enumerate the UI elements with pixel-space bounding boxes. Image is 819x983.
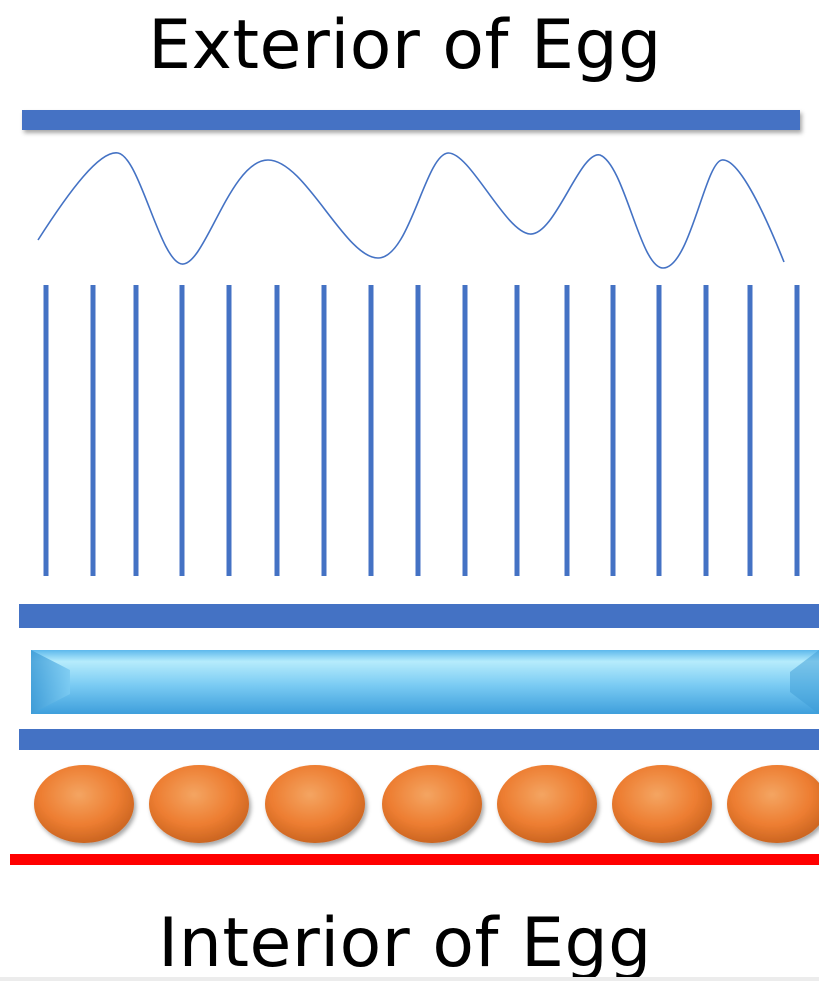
palisade-line bbox=[179, 285, 185, 576]
wavy-cuticle-line bbox=[37, 152, 785, 269]
palisade-line bbox=[794, 285, 800, 576]
palisade-line bbox=[564, 285, 570, 576]
palisade-line bbox=[415, 285, 421, 576]
cell-oval bbox=[34, 765, 134, 843]
palisade-line bbox=[610, 285, 616, 576]
palisade-line bbox=[274, 285, 280, 576]
palisade-line bbox=[656, 285, 662, 576]
outer-shell-band bbox=[22, 110, 800, 130]
palisade-line bbox=[462, 285, 468, 576]
cell-oval bbox=[265, 765, 365, 843]
palisade-line bbox=[226, 285, 232, 576]
upper-membrane-band bbox=[19, 604, 819, 628]
gel-layer bbox=[31, 650, 819, 714]
bottom-edge-strip bbox=[0, 977, 819, 981]
lower-membrane-band bbox=[19, 729, 819, 750]
vertical-palisade-lines bbox=[43, 285, 800, 576]
cell-oval bbox=[727, 765, 819, 843]
exterior-label: Exterior of Egg bbox=[148, 6, 662, 85]
interior-red-membrane bbox=[10, 854, 819, 865]
palisade-line bbox=[703, 285, 709, 576]
palisade-line bbox=[321, 285, 327, 576]
palisade-line bbox=[368, 285, 374, 576]
cell-oval bbox=[382, 765, 482, 843]
cell-oval bbox=[612, 765, 712, 843]
palisade-line bbox=[43, 285, 49, 576]
palisade-line bbox=[90, 285, 96, 576]
palisade-line bbox=[747, 285, 753, 576]
palisade-line bbox=[514, 285, 520, 576]
interior-label: Interior of Egg bbox=[158, 904, 652, 983]
palisade-line bbox=[133, 285, 139, 576]
cell-oval bbox=[497, 765, 597, 843]
cell-ovals bbox=[34, 765, 819, 843]
cell-oval bbox=[149, 765, 249, 843]
